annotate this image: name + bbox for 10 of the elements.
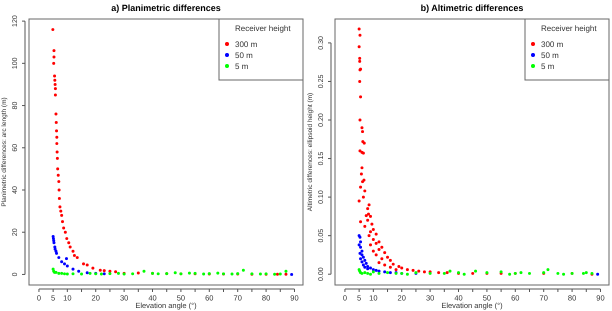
legend-label: 50 m	[541, 51, 560, 60]
legend-label: 5 m	[541, 62, 555, 71]
legend-title: Receiver height	[541, 24, 598, 33]
legend-label: 300 m	[235, 40, 258, 49]
chart-title: a) Planimetric differences	[111, 3, 221, 13]
chart-title: b) Altimetric differences	[420, 3, 524, 13]
legend-label: 50 m	[235, 51, 254, 60]
legend-label: 300 m	[541, 40, 564, 49]
legend-title: Receiver height	[235, 24, 292, 33]
legend-label: 5 m	[235, 62, 249, 71]
